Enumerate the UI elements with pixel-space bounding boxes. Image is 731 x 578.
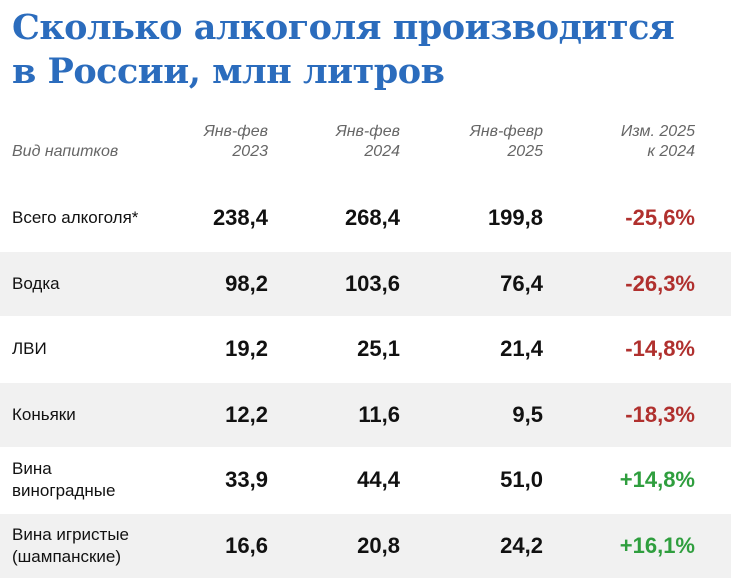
table-row: Вина виноградные 33,9 44,4 51,0 +14,8% bbox=[0, 448, 731, 512]
column-header: Янв-февр 2025 bbox=[413, 122, 543, 162]
value: 20,8 bbox=[357, 532, 400, 558]
row-label: Всего алкоголя* bbox=[12, 207, 138, 229]
table-row: Всего алкоголя* 238,4 268,4 199,8 -25,6% bbox=[0, 186, 731, 250]
change-value: +16,1% bbox=[619, 532, 695, 558]
table-row: Вина игристые (шампанские) 16,6 20,8 24,2 +16… bbox=[0, 513, 731, 578]
value: 268,4 bbox=[344, 205, 400, 230]
value: 44,4 bbox=[357, 467, 400, 492]
row-label-line: ЛВИ bbox=[12, 339, 47, 358]
table-row: Водка 98,2 103,6 76,4 -26,3% bbox=[0, 251, 731, 316]
change-value: -25,6% bbox=[625, 205, 695, 230]
value: 98,2 bbox=[225, 270, 268, 296]
row-label: ЛВИ bbox=[12, 338, 47, 360]
change-value: -14,8% bbox=[625, 336, 695, 361]
row-label-line: виноградные bbox=[12, 481, 116, 500]
row-label: Коньяки bbox=[12, 404, 76, 426]
change-value: +14,8% bbox=[619, 467, 695, 492]
column-header-line: 2023 bbox=[232, 143, 268, 160]
value: 76,4 bbox=[500, 270, 543, 296]
value: 51,0 bbox=[500, 467, 543, 492]
row-label-line: Коньяки bbox=[12, 404, 76, 424]
value: 11,6 bbox=[358, 401, 400, 427]
title-line: в России, млн литров bbox=[12, 51, 445, 92]
column-header-line: Янв-фев bbox=[335, 123, 400, 140]
column-header: Изм. 2025 к 2024 bbox=[565, 122, 695, 162]
title-line: Сколько алкоголя производится bbox=[12, 7, 675, 48]
value: 24,2 bbox=[500, 532, 543, 558]
value: 103,6 bbox=[344, 270, 400, 296]
column-header-line: Янв-фев bbox=[203, 123, 268, 140]
row-label-line: Водка bbox=[12, 273, 60, 293]
row-label-line: Вина игристые bbox=[12, 524, 130, 544]
column-header-line: 2025 bbox=[507, 143, 543, 160]
column-header-line: к 2024 bbox=[647, 143, 695, 160]
column-header: Янв-фев 2023 bbox=[138, 122, 268, 162]
value: 12,2 bbox=[225, 401, 268, 427]
change-value: -26,3% bbox=[625, 270, 695, 296]
table-row: Коньяки 12,2 11,6 9,5 -18,3% bbox=[0, 382, 731, 447]
value: 16,6 bbox=[225, 532, 268, 558]
title: Сколько алкоголя производится в России, м… bbox=[12, 6, 675, 94]
value: 19,2 bbox=[225, 336, 268, 361]
value: 25,1 bbox=[357, 336, 400, 361]
value: 21,4 bbox=[500, 336, 543, 361]
row-label: Вина игристые (шампанские) bbox=[12, 524, 129, 568]
change-value: -18,3% bbox=[625, 401, 695, 427]
column-header: Янв-фев 2024 bbox=[270, 122, 400, 162]
table-row: ЛВИ 19,2 25,1 21,4 -14,8% bbox=[0, 317, 731, 381]
value: 199,8 bbox=[487, 205, 543, 230]
value: 238,4 bbox=[212, 205, 268, 230]
row-label-line: Вина bbox=[12, 459, 52, 478]
value: 9,5 bbox=[512, 401, 543, 427]
column-header-line: Янв-февр bbox=[469, 123, 543, 140]
value: 33,9 bbox=[225, 467, 268, 492]
row-label-line: (шампанские) bbox=[12, 546, 122, 566]
row-label: Вина виноградные bbox=[12, 458, 115, 502]
row-label: Водка bbox=[12, 273, 60, 295]
column-header: Вид напитков bbox=[12, 142, 118, 162]
column-header-line: Изм. 2025 bbox=[620, 123, 695, 140]
column-header-line: Вид напитков bbox=[12, 143, 119, 160]
row-label-line: Всего алкоголя* bbox=[12, 208, 139, 227]
column-header-line: 2024 bbox=[364, 143, 400, 160]
